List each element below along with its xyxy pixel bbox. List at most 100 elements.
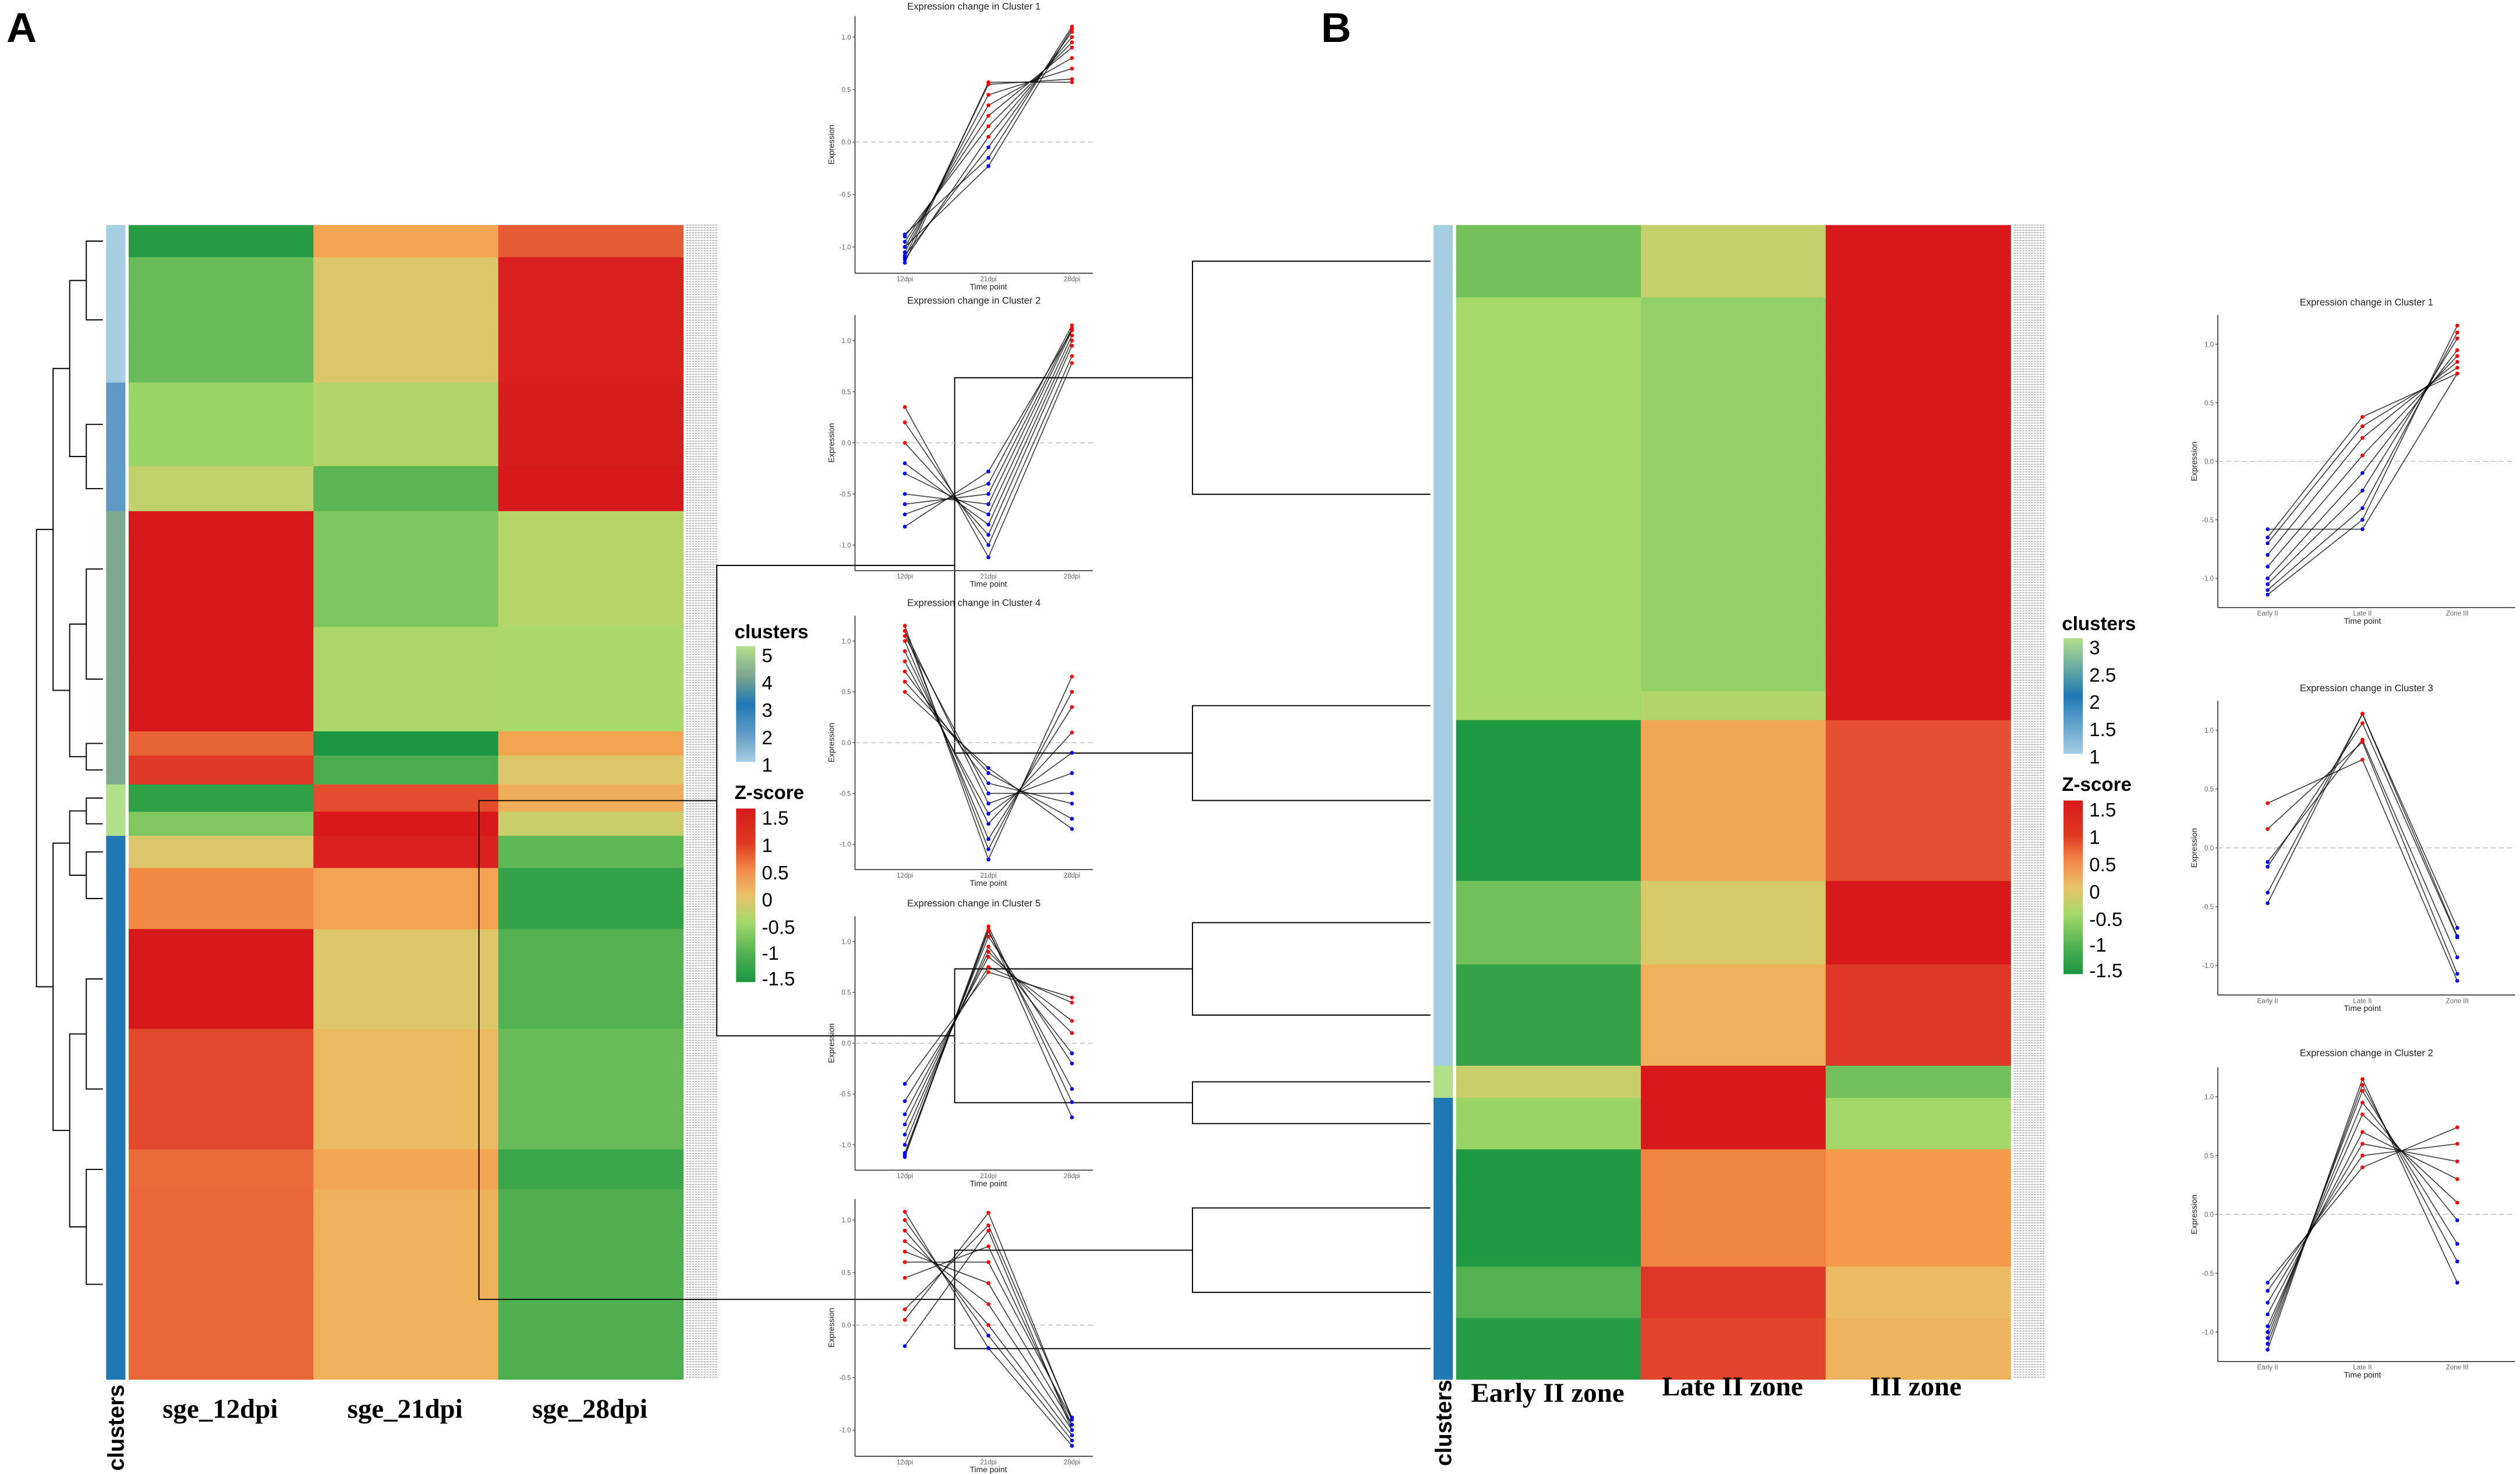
heatmap-cell	[1456, 955, 1641, 965]
heatmap-cell	[1641, 738, 1827, 750]
heatmap-cell	[1641, 1307, 1827, 1319]
heatmap-cell	[1456, 365, 1641, 375]
heatmap-cell	[128, 391, 314, 402]
heatmap-cell	[498, 1121, 684, 1132]
data-point	[2455, 971, 2459, 976]
expression-line	[904, 330, 1073, 505]
data-point	[986, 555, 990, 560]
heatmap-cell	[128, 276, 314, 287]
heatmap-cell	[498, 257, 684, 268]
y-tick-label: -0.5	[2202, 904, 2214, 911]
column-label: sge_21dpi	[348, 1394, 463, 1424]
heatmap-cell	[1641, 758, 1827, 768]
heatmap-cell	[1641, 614, 1827, 625]
data-point	[2266, 553, 2270, 557]
heatmap-cell	[1641, 307, 1827, 317]
heatmap-cell	[128, 607, 314, 618]
heatmap-cell	[1456, 624, 1641, 634]
heatmap-cell	[1641, 393, 1827, 404]
heatmap-cell	[498, 999, 684, 1010]
heatmap-cell	[313, 502, 499, 512]
heatmap-cell	[1456, 1169, 1641, 1179]
heatmap-cell	[128, 410, 314, 420]
heatmap-cell	[313, 747, 499, 757]
heatmap-cell	[1641, 796, 1827, 806]
heatmap-cell	[498, 898, 684, 910]
heatmap-cell	[1641, 297, 1827, 307]
heatmap-cell	[1825, 316, 2011, 327]
dendrogram-branch	[52, 842, 70, 1131]
heatmap-cell	[313, 819, 499, 829]
data-point	[2266, 1342, 2270, 1346]
heatmap-cell	[1825, 1247, 2011, 1257]
heatmap-cell	[1641, 384, 1827, 394]
data-point	[2266, 588, 2270, 592]
heatmap-cell	[313, 909, 499, 920]
heatmap-cell	[1641, 1188, 1827, 1199]
heatmap-cell	[1825, 729, 2011, 740]
x-axis-label: Time point	[970, 579, 1007, 588]
data-point	[1070, 1051, 1074, 1056]
heatmap-cell	[1641, 767, 1827, 777]
heatmap-cell	[313, 276, 499, 287]
heatmap-cell	[1456, 470, 1641, 480]
heatmap-cell	[1825, 1338, 2011, 1349]
heatmap-cell	[1456, 899, 1641, 910]
heatmap-cell	[313, 664, 499, 675]
heatmap-cell	[1825, 1257, 2011, 1267]
x-tick-label: 12dpi	[897, 276, 913, 283]
data-point	[902, 1260, 907, 1264]
heatmap-cell	[498, 511, 684, 522]
heatmap-cell	[1641, 1237, 1827, 1248]
data-point	[1070, 791, 1074, 796]
data-point	[986, 482, 990, 486]
heatmap-cell	[1456, 738, 1641, 750]
data-point	[1070, 771, 1074, 775]
heatmap-cell	[1641, 974, 1827, 985]
y-tick-label: -0.5	[840, 491, 851, 498]
heatmap-cell	[1641, 1359, 1827, 1370]
heatmap-cell	[1641, 1369, 1827, 1380]
dendrogram-branch	[52, 367, 70, 691]
heatmap-cell	[1825, 1055, 2011, 1066]
heatmap-cell	[1825, 1369, 2011, 1380]
heatmap-cell	[128, 1009, 314, 1020]
data-point	[1070, 361, 1074, 365]
heatmap-cell	[128, 949, 314, 960]
heatmap-cell	[313, 305, 499, 316]
heatmap-cell	[1825, 852, 2011, 863]
data-point	[1070, 1001, 1074, 1005]
heatmap-cell	[1456, 422, 1641, 433]
heatmap-cell	[1456, 701, 1641, 711]
heatmap-cell	[128, 978, 314, 989]
y-tick-label: -0.5	[2202, 1270, 2214, 1277]
heatmap-cell	[1456, 261, 1641, 271]
heatmap-cell	[313, 1341, 499, 1352]
heatmap-cell	[1456, 796, 1641, 806]
heatmap-cell	[498, 549, 684, 560]
heatmap-cell	[1641, 441, 1827, 452]
heatmap-cell	[1456, 936, 1641, 946]
heatmap-cell	[313, 1189, 499, 1200]
heatmap-cell	[498, 1130, 684, 1141]
heatmap-cell	[128, 918, 314, 930]
heatmap-cell	[1641, 1277, 1827, 1288]
heatmap-cell	[1825, 624, 2011, 634]
heatmap-cell	[498, 929, 684, 940]
heatmap-cell	[498, 559, 684, 570]
heatmap-cell	[1456, 355, 1641, 365]
heatmap-cell	[1641, 1247, 1827, 1257]
heatmap-cell	[1641, 1129, 1827, 1140]
heatmap-cell	[1825, 270, 2011, 280]
heatmap-cell	[1825, 384, 2011, 394]
data-point	[986, 533, 990, 537]
heatmap-cell	[313, 1246, 499, 1257]
heatmap-cell	[128, 549, 314, 560]
heatmap-cell	[313, 636, 499, 646]
heatmap-cell	[313, 722, 499, 732]
heatmap-cell	[1456, 1338, 1641, 1349]
heatmap-cell	[498, 1112, 684, 1122]
legend-tick: 3	[2089, 637, 2100, 659]
heatmap-cell	[1456, 1076, 1641, 1088]
heatmap-cell	[1825, 671, 2011, 683]
